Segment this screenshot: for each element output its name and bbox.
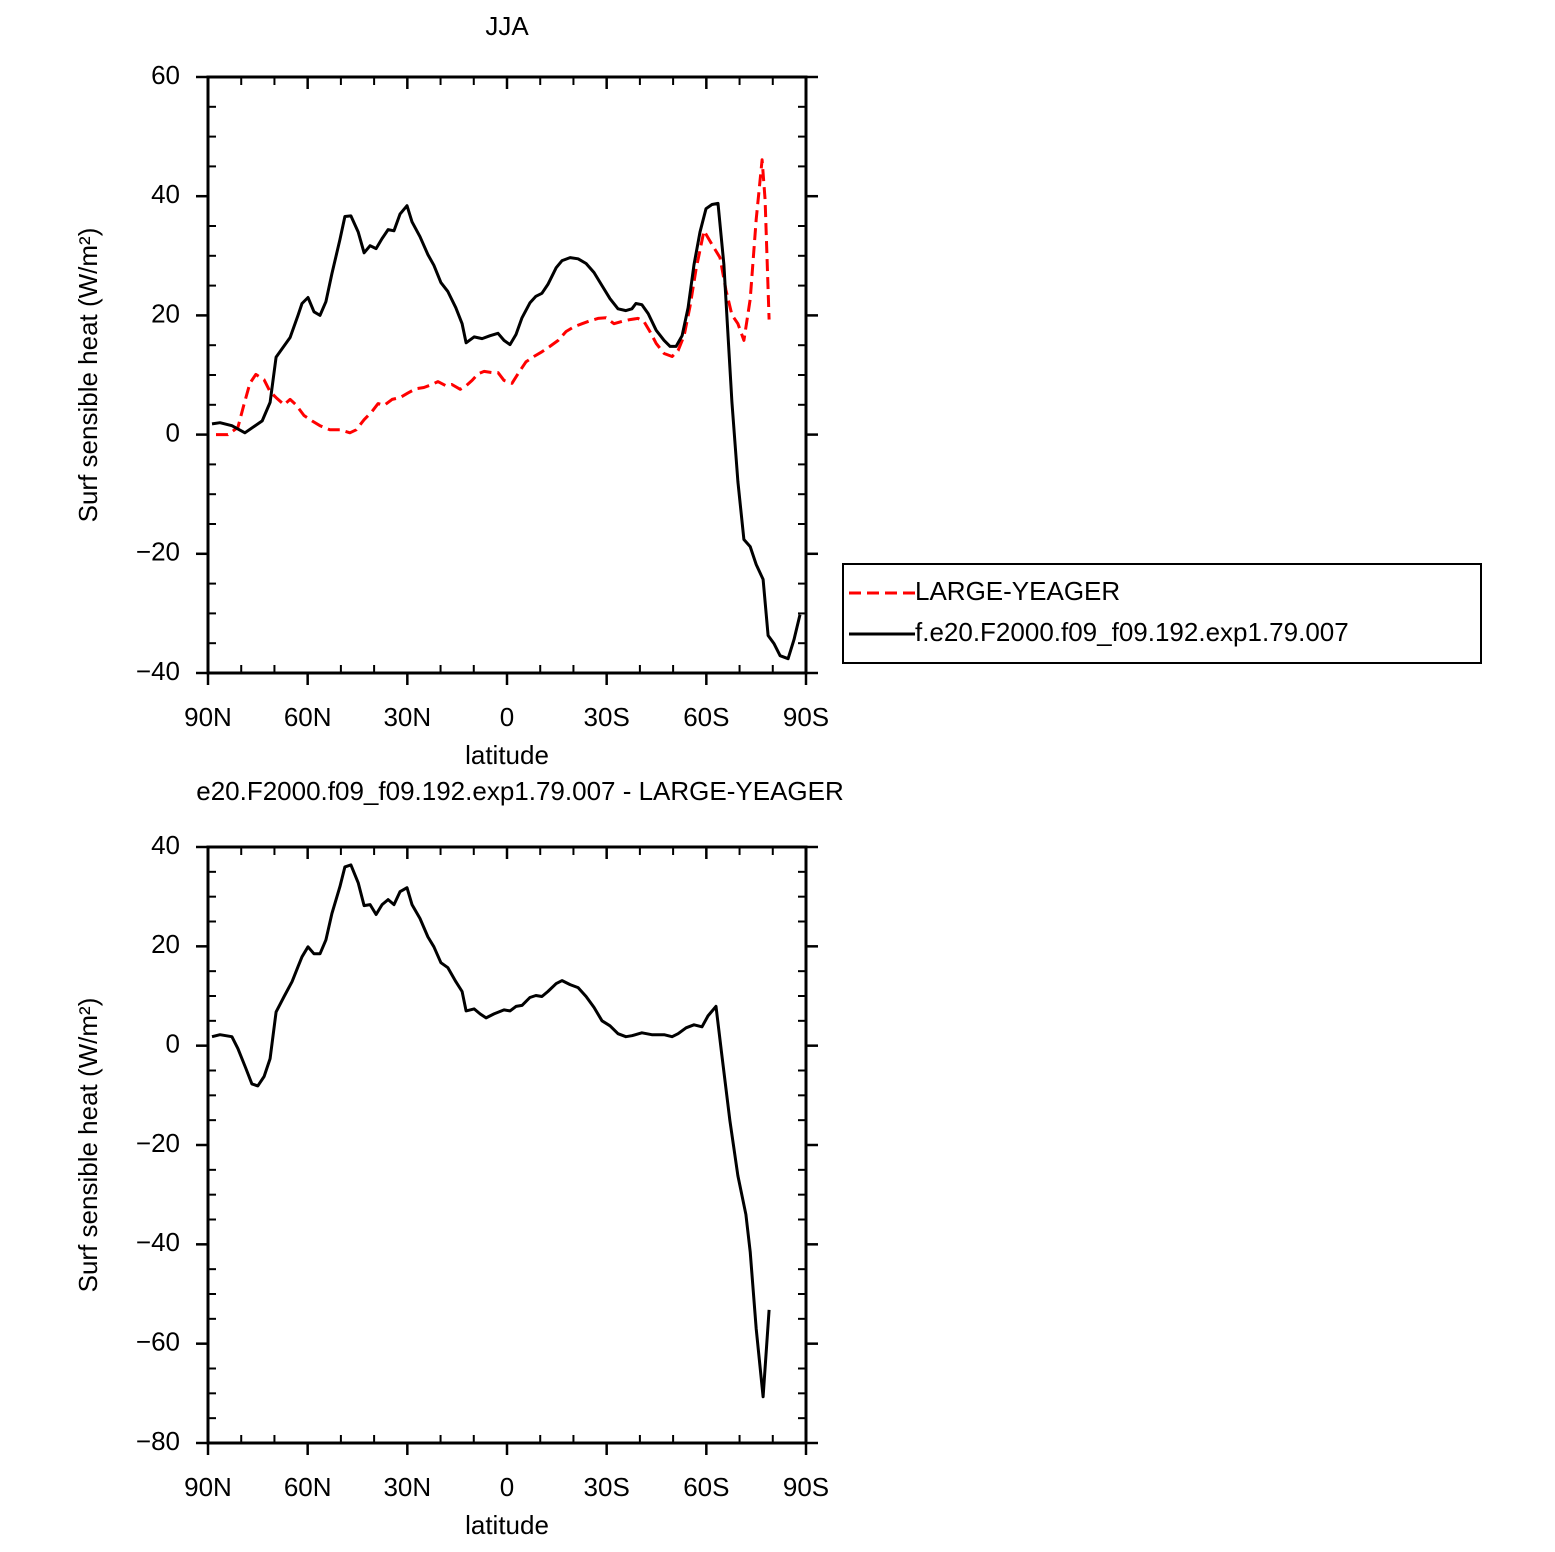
series-line: [211, 863, 771, 1399]
y-axis-label: Surf sensible heat (W/m²): [73, 998, 103, 1293]
x-tick-label: 90N: [184, 702, 232, 732]
x-tick-label: 0: [500, 1472, 514, 1502]
y-tick-label: −80: [136, 1426, 180, 1456]
x-tick-label: 30S: [584, 702, 630, 732]
y-tick-label: 40: [151, 830, 180, 860]
chart-title: e20.F2000.f09_f09.192.exp1.79.007 - LARG…: [196, 776, 844, 806]
plot-frame: [206, 845, 808, 1445]
series-line: [216, 158, 771, 437]
legend-box: [842, 563, 1482, 664]
y-tick-label: 40: [151, 179, 180, 209]
y-tick-label: −20: [136, 537, 180, 567]
x-tick-label: 90N: [184, 1472, 232, 1502]
x-tick-label: 30N: [383, 1472, 431, 1502]
x-tick-label: 90S: [783, 1472, 829, 1502]
x-tick-label: 60N: [284, 702, 332, 732]
x-axis-label: latitude: [465, 1510, 549, 1540]
plot-frame: [206, 75, 808, 675]
y-tick-label: −40: [136, 1227, 180, 1257]
x-tick-label: 30S: [584, 1472, 630, 1502]
chart-title: JJA: [485, 11, 529, 41]
y-axis-label: Surf sensible heat (W/m²): [73, 228, 103, 523]
legend-label: LARGE-YEAGER: [915, 576, 1120, 606]
x-tick-label: 90S: [783, 702, 829, 732]
y-tick-label: −60: [136, 1327, 180, 1357]
x-tick-label: 30N: [383, 702, 431, 732]
y-tick-label: 0: [166, 1029, 180, 1059]
y-tick-label: −40: [136, 656, 180, 686]
y-tick-label: −20: [136, 1128, 180, 1158]
x-tick-label: 0: [500, 702, 514, 732]
legend-label: f.e20.F2000.f09_f09.192.exp1.79.007: [915, 617, 1349, 647]
x-tick-label: 60S: [683, 702, 729, 732]
y-tick-label: 20: [151, 929, 180, 959]
y-tick-label: 0: [166, 417, 180, 447]
x-tick-label: 60S: [683, 1472, 729, 1502]
y-tick-label: 60: [151, 60, 180, 90]
x-tick-label: 60N: [284, 1472, 332, 1502]
y-tick-label: 20: [151, 298, 180, 328]
series-line: [211, 201, 802, 661]
x-axis-label: latitude: [465, 740, 549, 770]
